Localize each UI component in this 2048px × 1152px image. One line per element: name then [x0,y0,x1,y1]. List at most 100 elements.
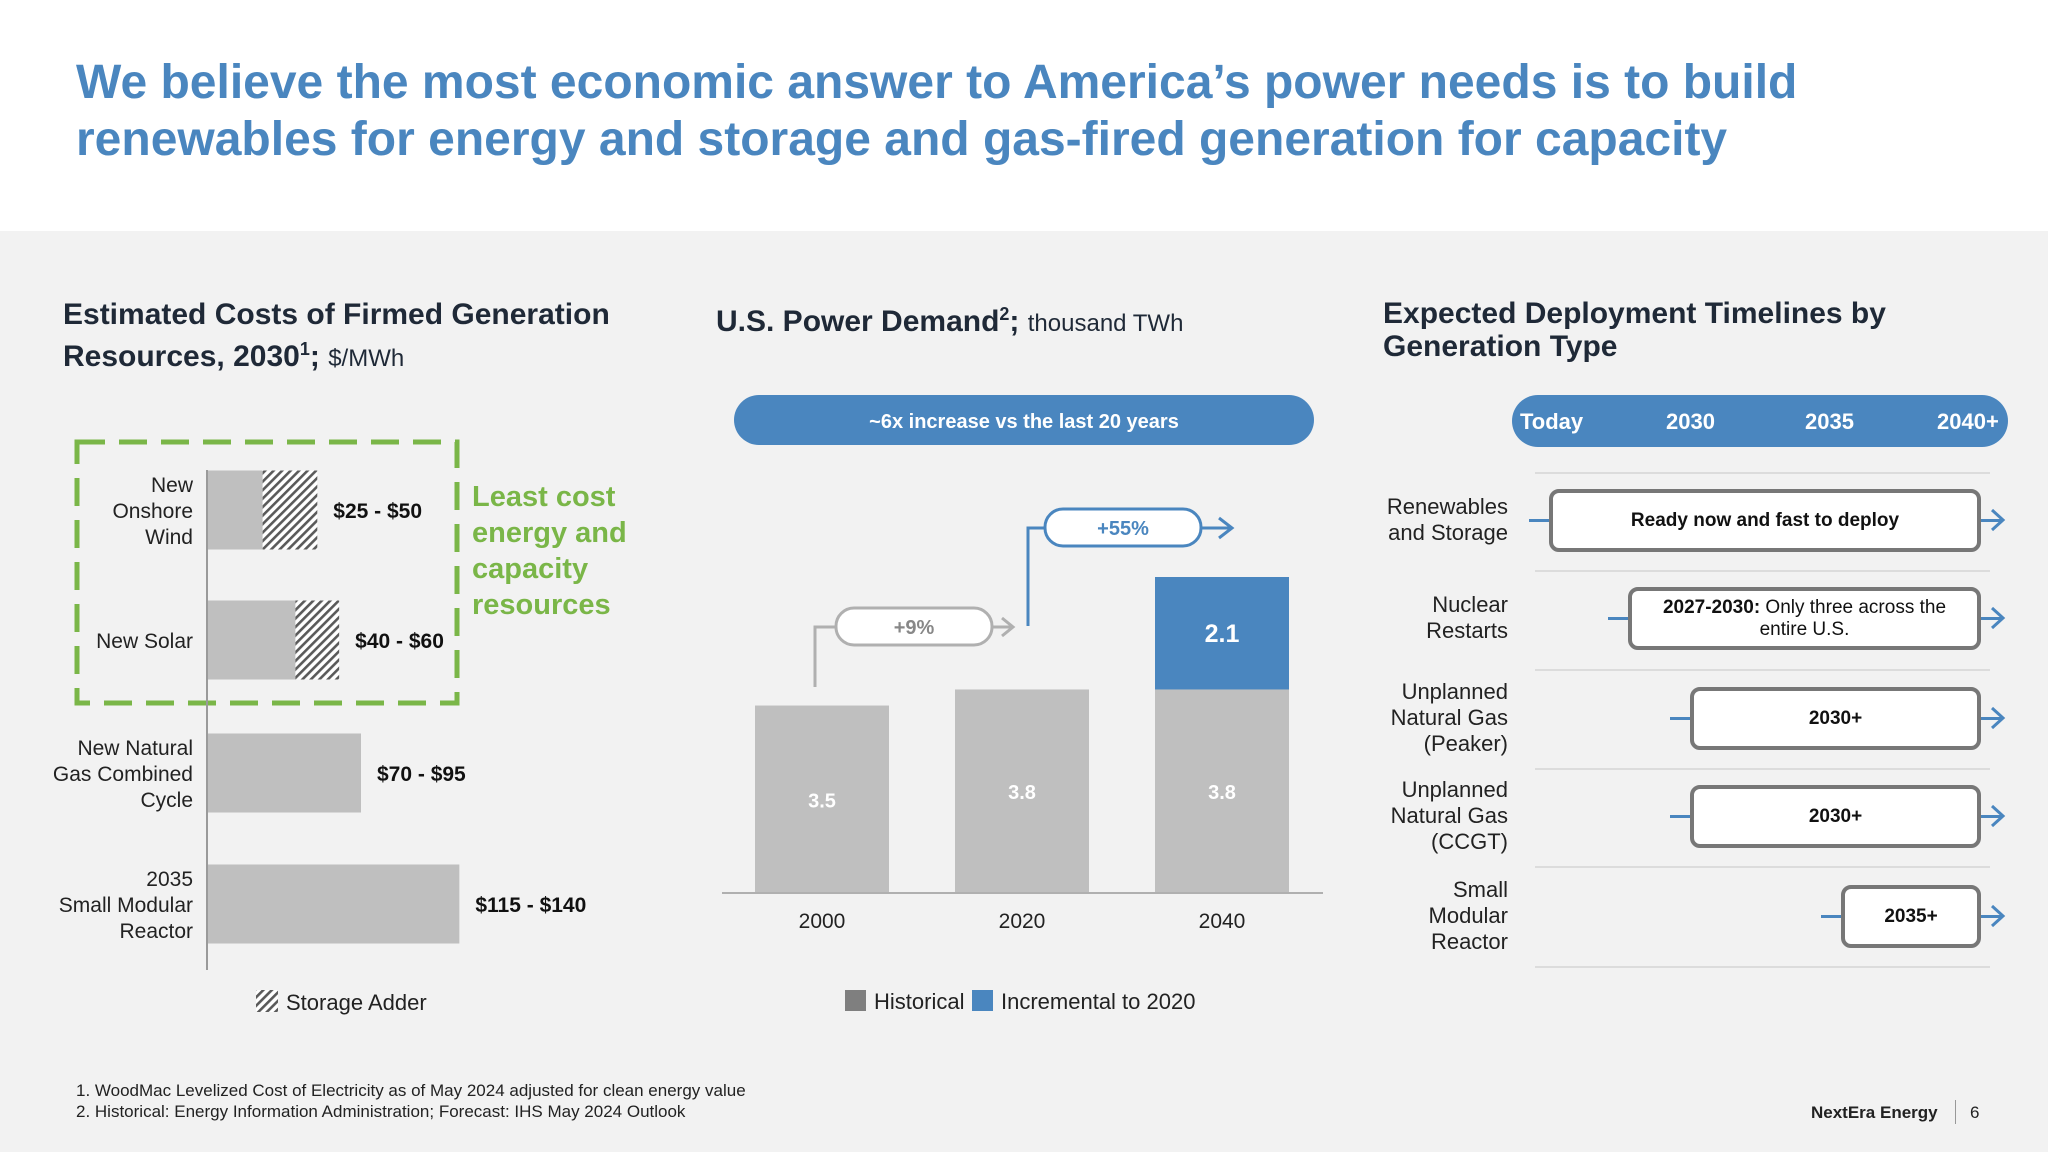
footnotes: 1. WoodMac Levelized Cost of Electricity… [76,1080,746,1122]
timeline-arrowhead-icon [1990,804,2006,828]
footnote-2: 2. Historical: Energy Information Admini… [76,1102,686,1121]
timeline-row-label: Unplanned Natural Gas (CCGT) [1308,777,1508,855]
cost-category-label: New Natural [77,737,193,760]
incremental-legend-label: Incremental to 2020 [1001,989,1195,1014]
cost-category-label: Reactor [119,920,193,943]
incremental-legend-swatch [972,990,993,1011]
callout-line: energy and [472,517,627,549]
least-cost-highlight-box [74,439,460,706]
cost-value-label: $25 - $50 [333,500,422,523]
cost-chart-title: Estimated Costs of Firmed Generation Res… [63,297,683,376]
timeline-connector-left [1670,815,1690,818]
timeline-connector-left [1821,915,1841,918]
timeline-row-label-line: Small [1452,877,1508,902]
timeline-connector-right [1981,915,2001,918]
footnote-1: 1. WoodMac Levelized Cost of Electricity… [76,1081,746,1100]
cost-category-label: Onshore [112,500,193,523]
storage-adder-legend-swatch [256,990,278,1012]
timeline-bar: 2030+ [1690,687,1981,750]
cost-category-label: Cycle [140,789,193,812]
demand-bar-historical [1155,689,1289,893]
cost-chart: $25 - $50 New Onshore Wind $40 - $60 New Sola… [53,439,627,1015]
timeline-row-label-line: Modular [1428,903,1508,928]
timeline-bar-text: 2030+ [1808,707,1863,729]
callout-line: capacity [472,553,588,585]
timeline-connector-left [1670,717,1690,720]
timeline-connector-right [1981,519,2001,522]
cost-category-label: Wind [145,526,193,549]
least-cost-callout: Least cost energy and capacity resources [472,481,627,621]
callout-line: resources [472,589,611,621]
storage-adder-legend-label: Storage Adder [286,990,427,1015]
timeline-row-label-line: Nuclear [1432,592,1508,617]
demand-x-tick-label: 2000 [799,910,846,933]
timeline-row-label: Unplanned Natural Gas (Peaker) [1308,679,1508,757]
timeline-row-label-line: Unplanned [1401,777,1508,802]
timeline-row-label-line: Renewables [1386,494,1508,519]
timeline-connector-left [1529,519,1549,522]
footnote-ref-2: 2 [999,304,1010,324]
tick-2035: 2035 [1805,409,1854,434]
demand-incremental-label: 2.1 [1205,620,1240,648]
page-number: 6 [1970,1103,1980,1122]
timeline-bar: 2027-2030: Only three across the entire … [1628,587,1981,650]
cost-category-label: New Solar [96,630,193,653]
timeline-arrowhead-icon [1990,706,2006,730]
timeline-bar-text: Ready now and fast to deploy [1630,509,1900,531]
timeline-arrowhead-icon [1990,904,2006,928]
timeline-row-divider [1535,966,1990,968]
growth-connector-2 [1026,526,1045,626]
timeline-connector-right [1981,815,2001,818]
cost-category-label: 2035 [146,868,193,891]
callout-line: Least cost [472,481,616,513]
demand-title-sep: ; [1009,305,1020,338]
demand-banner [734,395,1314,445]
growth-label-2: +55% [1097,518,1149,540]
cost-category-label: Small Modular [59,894,193,917]
timeline-bar-text: 2027-2030: Only three across the entire … [1662,596,1947,640]
cost-title-line1: Estimated Costs of Firmed Generation [63,298,610,331]
timeline-row-label-line: (CCGT) [1431,829,1508,854]
timeline-header: Today 2030 2035 2040+ [1512,395,2008,447]
cost-bar-storage-adder [295,600,340,680]
timeline-row-label-line: Natural Gas [1390,705,1508,730]
timeline-row-label-line: Natural Gas [1390,803,1508,828]
growth-arrow-2 [1201,516,1235,540]
timeline-title-line2: Generation Type [1383,330,1618,363]
cost-title-line2: Resources, 2030 [63,340,300,373]
demand-bar-historical [755,705,889,893]
tick-2030: 2030 [1666,409,1715,434]
timeline-bar: 2030+ [1690,785,1981,848]
timeline-bar-text: 2035+ [1884,905,1938,927]
timeline-arrowhead-icon [1990,606,2006,630]
cost-value-label: $40 - $60 [355,630,444,653]
footnote-ref-1: 1 [299,339,310,359]
cost-category-label: New [151,474,194,497]
timeline-row-label-line: Unplanned [1401,679,1508,704]
demand-value-label: 3.8 [1008,782,1036,804]
timeline-row-divider [1535,669,1990,671]
timeline-row-label-line: and Storage [1388,520,1508,545]
historical-legend-swatch [845,990,866,1011]
demand-chart: ~6x increase vs the last 20 years 3.5 200… [722,395,1323,1014]
cost-value-label: $115 - $140 [475,894,586,917]
tick-today: Today [1520,409,1584,434]
cost-bar-base [208,864,460,944]
timeline-arrowhead-icon [1990,508,2006,532]
timeline-row-divider [1535,570,1990,572]
cost-unit: $/MWh [328,345,405,372]
tick-2040-plus: 2040+ [1937,409,1999,434]
timeline-bar: 2035+ [1841,885,1981,948]
demand-unit: thousand TWh [1027,310,1184,337]
cost-bar-base [208,470,263,550]
demand-value-label: 3.5 [808,790,836,812]
timeline-row-label: Small Modular Reactor [1308,877,1508,955]
timeline-row-label: Nuclear Restarts [1308,592,1508,644]
timeline-connector-right [1981,617,2001,620]
cost-bar-base [208,600,296,680]
growth-connector-1 [813,625,836,687]
timeline-row-label-line: (Peaker) [1423,731,1508,756]
timeline-title: Expected Deployment Timelines by Generat… [1383,297,2023,363]
cost-title-sep: ; [309,340,320,373]
demand-bar-incremental [1155,577,1289,690]
